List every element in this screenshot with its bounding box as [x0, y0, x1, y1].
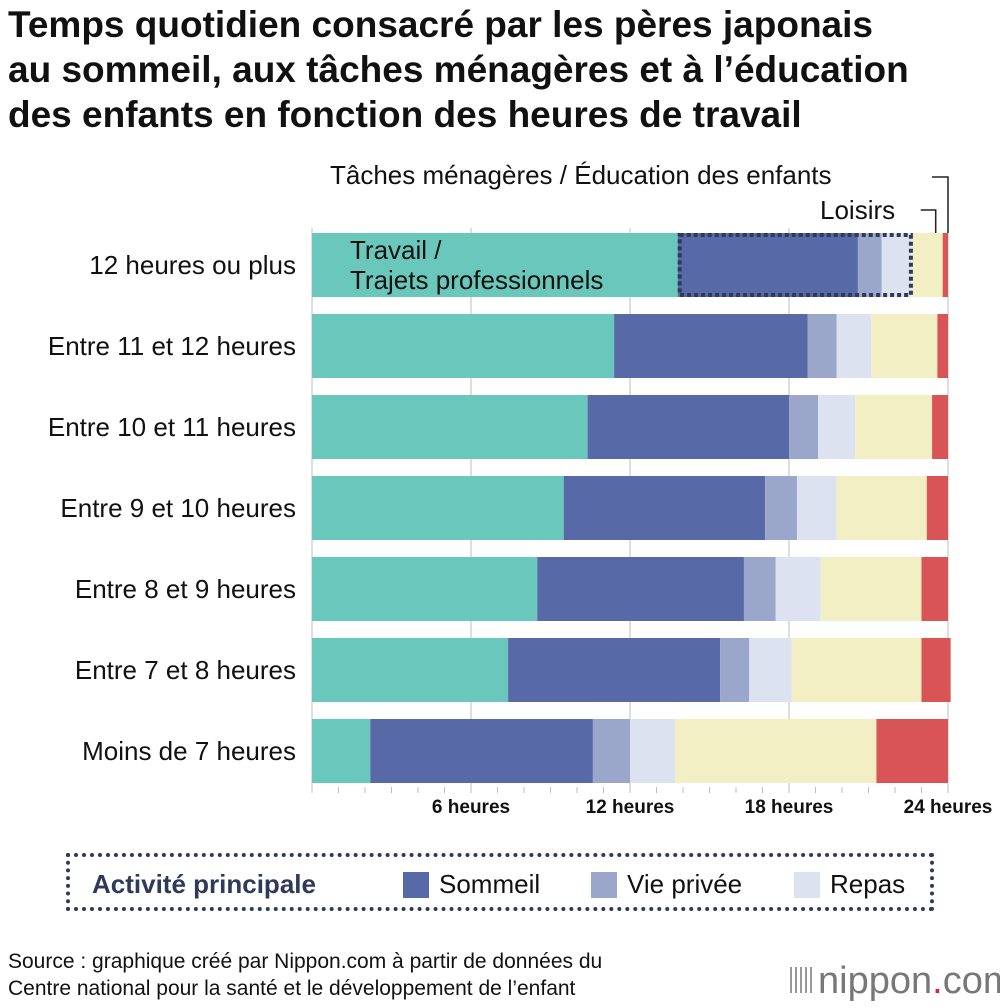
bar-segment-1-row-5 [508, 638, 721, 702]
bars-layer [312, 233, 951, 783]
bar-segment-0-row-3 [312, 476, 564, 540]
bar-segment-3-row-2 [818, 395, 856, 459]
legend-main-label: Activité principale [92, 869, 316, 899]
bar-segment-0-row-5 [312, 638, 509, 702]
bar-segment-2-row-0 [857, 233, 882, 297]
legend-swatch-repas [794, 871, 820, 898]
leader-line-menage [932, 176, 949, 233]
category-label: Entre 8 et 9 heures [74, 574, 296, 604]
bar-segment-3-row-4 [775, 557, 821, 621]
logo-bars-icon [790, 967, 812, 993]
title-line-1: Temps quotidien consacré par les pères j… [8, 4, 873, 45]
source-line-1: Source : graphique créé par Nippon.com à… [8, 950, 603, 973]
source-note: Source : graphique créé par Nippon.com à… [8, 948, 602, 1002]
bar-segment-5-row-5 [921, 638, 951, 702]
x-tick-label-6: 6 heures [432, 797, 510, 818]
note-loisirs: Loisirs [820, 195, 896, 225]
legend-label-repas: Repas [830, 869, 906, 899]
source-line-2: Centre national pour la santé et le déve… [8, 977, 576, 1000]
logo-text-end: com [942, 960, 1000, 1002]
bar-segment-4-row-1 [871, 314, 938, 378]
bar-segment-5-row-6 [876, 719, 948, 783]
category-label: Entre 10 et 11 heures [47, 412, 296, 442]
bar-segment-0-row-4 [312, 557, 538, 621]
bar-segment-4-row-5 [791, 638, 922, 702]
bar-segment-2-row-4 [743, 557, 776, 621]
bar-segment-1-row-0 [677, 233, 858, 297]
bar-segment-1-row-2 [587, 395, 789, 459]
leader-line-loisirs [920, 209, 937, 233]
bar-segment-2-row-3 [765, 476, 797, 540]
legend-label-vie-privee: Vie privée [627, 869, 743, 899]
stacked-bar-chart: 6 heures 12 heures 18 heures 24 heures [311, 176, 993, 818]
bar-segment-0-row-2 [312, 395, 588, 459]
bar-segment-2-row-1 [807, 314, 837, 378]
legend-swatch-sommeil [403, 871, 429, 898]
overlay-layer [677, 176, 949, 297]
bar-segment-2-row-5 [720, 638, 750, 702]
x-tick-label-12: 12 heures [586, 797, 675, 818]
bar-segment-4-row-4 [820, 557, 922, 621]
category-label: Entre 7 et 8 heures [74, 655, 296, 685]
note-menage: Tâches ménagères / Éducation des enfants [330, 160, 832, 190]
bar-segment-3-row-5 [749, 638, 792, 702]
legend: Activité principale Sommeil Vie privée R… [66, 853, 934, 911]
note-travail-line-2: Trajets professionnels [350, 265, 604, 295]
bar-segment-0-row-1 [312, 314, 615, 378]
bar-segment-5-row-3 [926, 476, 948, 540]
logo-dot: . [932, 960, 943, 1002]
bar-segment-4-row-0 [910, 233, 943, 297]
category-label: Moins de 7 heures [82, 736, 296, 766]
legend-item-repas: Repas [794, 869, 905, 900]
legend-label-sommeil: Sommeil [439, 869, 541, 899]
bar-segment-5-row-2 [932, 395, 948, 459]
bar-segment-1-row-4 [537, 557, 744, 621]
bar-segment-0-row-0 [312, 233, 678, 297]
nippon-logo: nippon.com [790, 960, 1000, 1003]
title-line-3: des enfants en fonction des heures de tr… [8, 94, 802, 135]
legend-item-vie-privee: Vie privée [591, 869, 742, 900]
x-tick-label-24: 24 heures [904, 797, 993, 818]
note-travail-line-1: Travail / [350, 235, 442, 265]
bar-segment-1-row-6 [370, 719, 593, 783]
bar-segment-4-row-3 [836, 476, 927, 540]
x-tick-label-18: 18 heures [745, 797, 834, 818]
chart-title: Temps quotidien consacré par les pères j… [8, 2, 993, 137]
bar-segment-1-row-3 [563, 476, 766, 540]
bar-segment-2-row-2 [789, 395, 819, 459]
bar-segment-1-row-1 [614, 314, 808, 378]
logo-text-main: nippon [818, 960, 933, 1002]
bar-segment-2-row-6 [592, 719, 630, 783]
bar-segment-3-row-0 [881, 233, 911, 297]
category-label: Entre 11 et 12 heures [47, 331, 296, 361]
bar-segment-5-row-0 [942, 233, 948, 297]
legend-swatch-vie-privee [591, 871, 617, 898]
bar-segment-4-row-2 [855, 395, 933, 459]
category-label: Entre 9 et 10 heures [60, 493, 296, 523]
bar-segment-3-row-6 [630, 719, 676, 783]
bar-segment-4-row-6 [675, 719, 877, 783]
highlight-box-main-activity [677, 233, 913, 297]
bar-segment-5-row-1 [937, 314, 948, 378]
legend-item-sommeil: Sommeil [403, 869, 540, 900]
bar-segment-5-row-4 [921, 557, 948, 621]
bar-segment-3-row-3 [796, 476, 837, 540]
bar-segment-3-row-1 [836, 314, 872, 378]
bar-segment-0-row-6 [312, 719, 371, 783]
title-line-2: au sommeil, aux tâches ménagères et à l’… [8, 49, 909, 90]
category-label: 12 heures ou plus [89, 250, 296, 280]
